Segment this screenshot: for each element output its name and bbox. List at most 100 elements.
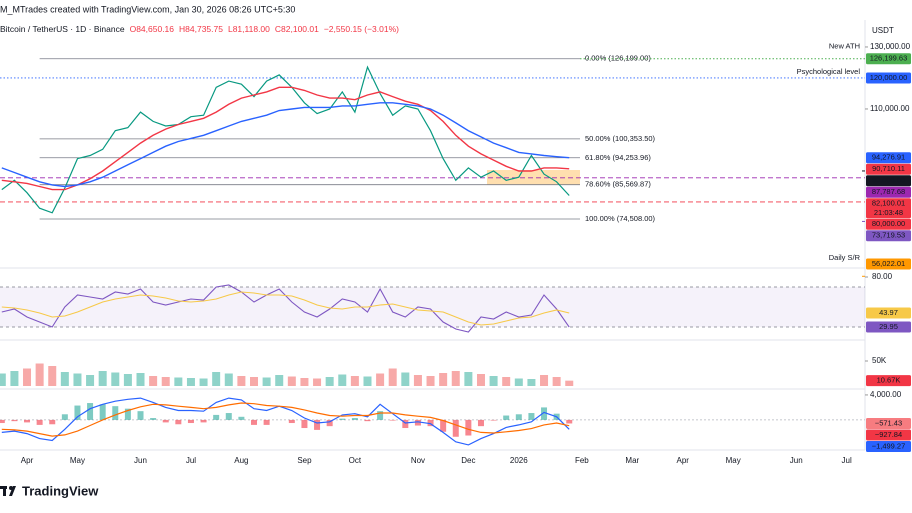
- price-tag: [866, 417, 911, 429]
- volume-bar: [237, 376, 246, 386]
- price-tag-label: 80,000.00: [872, 219, 905, 228]
- fib-label: 50.00% (100,353.50): [585, 134, 656, 143]
- volume-bar: [363, 376, 372, 386]
- logo: [0, 486, 16, 496]
- x-tick-label: Mar: [625, 456, 639, 465]
- price-tag-label: 94,276.91: [872, 153, 905, 162]
- price-line: [1, 65, 570, 214]
- volume-bar: [86, 375, 95, 386]
- rsi-ma-line: [1, 291, 570, 326]
- macd-histogram-bar: [326, 419, 333, 427]
- volume-bar: [23, 368, 32, 386]
- macd-histogram-bar: [24, 419, 31, 423]
- volume-bar: [376, 373, 385, 386]
- price-tag-label: −1,499.27: [872, 441, 906, 450]
- volume-bar: [111, 372, 120, 386]
- price-tag-label: 126,199.63: [870, 54, 908, 63]
- price-tag: [866, 163, 911, 175]
- macd-histogram-bar: [238, 416, 245, 420]
- macd-histogram-bar: [541, 407, 548, 420]
- volume-bar: [514, 378, 523, 386]
- volume-bar: [60, 372, 69, 386]
- macd-histogram-bar: [200, 419, 207, 423]
- volume-bar: [10, 371, 19, 386]
- macd-histogram-bar: [124, 408, 131, 420]
- volume-bar: [388, 368, 397, 386]
- macd-histogram-bar: [314, 419, 321, 430]
- moving-average: [1, 86, 570, 191]
- fib-label: 0.00% (126,199.00): [585, 54, 651, 63]
- x-tick-label: Apr: [21, 456, 34, 465]
- volume-bar: [527, 379, 536, 386]
- volume-bar: [212, 372, 221, 386]
- macd-histogram-bar: [263, 419, 270, 425]
- legend-line: Bitcoin / TetherUS · 1D · Binance O84,650…: [0, 24, 399, 34]
- price-tag: [866, 186, 911, 198]
- volume-bar: [136, 373, 145, 386]
- macd-histogram-bar: [490, 419, 497, 421]
- ohlc-value: O84,650.16: [130, 24, 175, 34]
- price-tag: [866, 230, 911, 242]
- macd-histogram-bar: [440, 419, 447, 432]
- price-tag: [866, 218, 911, 230]
- currency: USDT: [872, 26, 894, 35]
- countdown: 21:03:48: [874, 208, 903, 217]
- price-tag: [866, 321, 911, 333]
- volume-bar: [338, 374, 347, 386]
- volume-bar: [149, 376, 158, 386]
- volume-bar: [186, 378, 195, 386]
- volume-bar: [350, 376, 359, 386]
- footer-logo-text: TradingView: [22, 483, 99, 498]
- x-tick-label: Oct: [349, 456, 362, 465]
- macd-histogram-bar: [301, 419, 308, 429]
- macd-histogram-bar: [452, 419, 459, 437]
- ohlc-value: H84,735.75: [179, 24, 223, 34]
- volume-bar: [502, 377, 511, 386]
- attribution: M_MTrades created with TradingView.com, …: [0, 4, 295, 14]
- price-tag: [866, 152, 911, 164]
- volume-bar: [262, 377, 271, 386]
- x-tick-label: 2026: [510, 456, 528, 465]
- volume-bar: [565, 380, 574, 386]
- volume-bar: [426, 376, 435, 386]
- y-tick-label: 110,000.00: [870, 104, 910, 113]
- volume-bar: [174, 377, 183, 386]
- ohlc-value: −2,550.15 (−3.01%): [324, 24, 399, 34]
- x-tick-label: Aug: [234, 456, 248, 465]
- price-tag: [866, 198, 911, 219]
- volume-bar: [325, 377, 334, 386]
- price-tag-label: 90,000.00: [872, 176, 905, 185]
- macd-histogram-bar: [515, 414, 522, 420]
- y-tick-label: 4,000.00: [870, 390, 902, 399]
- x-tick-label: Feb: [575, 456, 589, 465]
- x-tick-label: Dec: [461, 456, 475, 465]
- fib-label: 78.60% (85,569.87): [585, 180, 651, 189]
- volume-bar: [199, 378, 208, 386]
- price-tag: [866, 258, 911, 270]
- level-caption: New ATH: [829, 42, 860, 51]
- volume-bar: [464, 372, 473, 386]
- symbol: Bitcoin / TetherUS · 1D · Binance: [0, 24, 125, 34]
- price-tag: [866, 53, 911, 65]
- price-tag-label: 87,787.68: [872, 187, 905, 196]
- macd-histogram-bar: [61, 414, 68, 420]
- price-tag-label: 56,022.01: [872, 259, 905, 268]
- macd-histogram-bar: [351, 418, 358, 420]
- volume-bar: [287, 376, 296, 386]
- volume-bar: [73, 373, 82, 386]
- macd-histogram-bar: [187, 419, 194, 424]
- price-tag-label: 120,000.00: [870, 73, 908, 82]
- price-tag: [866, 429, 911, 441]
- macd-histogram-bar: [162, 419, 169, 423]
- macd-histogram-bar: [389, 419, 396, 421]
- macd-histogram-bar: [49, 419, 56, 425]
- volume-bar: [275, 375, 284, 386]
- macd-line: [1, 397, 570, 446]
- x-tick-label: Jun: [134, 456, 147, 465]
- price-tag-label: −571.43: [875, 418, 902, 427]
- macd-histogram-bar: [339, 418, 346, 420]
- price-tag-label: −927.84: [875, 430, 902, 439]
- volume-bar: [123, 374, 132, 386]
- volume-bar: [476, 374, 485, 386]
